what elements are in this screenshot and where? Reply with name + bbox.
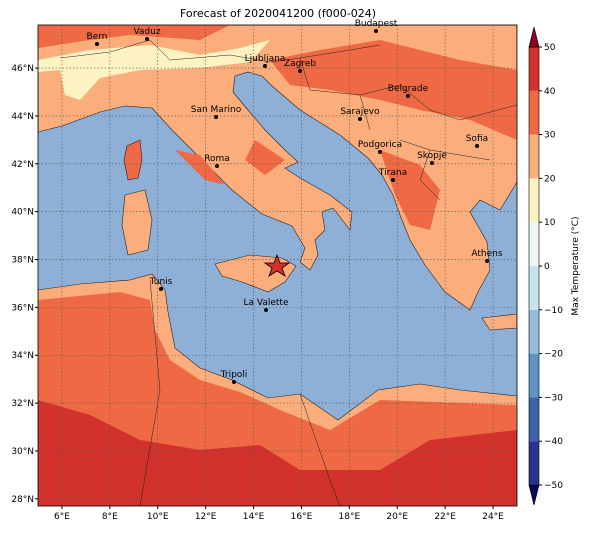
land-corsica — [123, 139, 143, 181]
city-label: Tunis — [149, 277, 173, 287]
colorbar-tick-label: −50 — [544, 481, 563, 491]
y-tick-label: 28°N — [11, 495, 34, 505]
city-dot — [263, 64, 267, 68]
city-dot — [358, 117, 362, 121]
colorbar-segment — [529, 222, 539, 266]
colorbar-tick-label: −20 — [544, 350, 563, 360]
colorbar-tick-label: 20 — [544, 174, 556, 184]
event-star — [263, 253, 291, 277]
x-tick-label: 20°E — [386, 512, 408, 522]
city-dot — [378, 150, 382, 154]
city-label: Tirana — [378, 168, 407, 178]
x-tick-label: 18°E — [339, 512, 361, 522]
colorbar-tick-label: −40 — [544, 437, 563, 447]
y-tick-label: 38°N — [11, 256, 34, 266]
gridlines — [38, 25, 517, 506]
colorbar-tick-label: 40 — [544, 87, 556, 97]
colorbar-tick-label: 0 — [544, 262, 550, 272]
city-label: Ljubljana — [245, 54, 286, 64]
x-tick-label: 10°E — [147, 512, 169, 522]
colorbar-tick-label: 10 — [544, 218, 556, 228]
colorbar-segment — [529, 441, 539, 485]
city-label: Bern — [87, 32, 108, 42]
y-tick-label: 32°N — [11, 399, 34, 409]
x-tick-label: 6°E — [54, 512, 70, 522]
city-dot — [298, 69, 302, 73]
colorbar-segment — [529, 309, 539, 354]
city-label: Vaduz — [133, 27, 160, 37]
city-label: Podgorica — [358, 140, 402, 150]
city-label: Zagreb — [284, 59, 316, 69]
title: Forecast of 2020041200 (f000-024) — [180, 7, 376, 20]
land-sardinia — [121, 189, 153, 256]
city-label: Tripoli — [220, 370, 248, 380]
y-tick-label: 44°N — [11, 112, 34, 122]
colorbar-extend-low — [528, 484, 540, 506]
city-dot — [232, 380, 236, 384]
city-dot — [145, 37, 149, 41]
city-label: Sofia — [466, 134, 488, 144]
land-africa-hottest — [38, 400, 517, 506]
city-dot — [264, 308, 268, 312]
y-tick-label: 36°N — [11, 303, 34, 313]
colorbar-tick-label: −10 — [544, 306, 563, 316]
x-tick-label: 22°E — [434, 512, 456, 522]
colorbar-segment — [529, 266, 539, 310]
colorbar-segment — [529, 353, 539, 398]
y-tick-label: 34°N — [11, 351, 34, 361]
city-dot — [214, 115, 218, 119]
city-label: Roma — [204, 154, 230, 164]
city-dot — [374, 29, 378, 33]
city-dot — [485, 259, 489, 263]
city-dot — [215, 164, 219, 168]
city-label: Belgrade — [388, 84, 429, 94]
axes: 6°E 8°E 10°E 12°E 14°E 16°E 18°E 20°E 22°E 24°E 28… — [11, 64, 504, 522]
colorbar-tick-label: 50 — [544, 43, 556, 53]
x-tick-label: 24°E — [482, 512, 504, 522]
colorbar-segment — [529, 178, 539, 223]
colorbar-segment — [529, 397, 539, 442]
x-tick-label: 14°E — [243, 512, 265, 522]
city-dot — [430, 161, 434, 165]
y-tick-label: 42°N — [11, 160, 34, 170]
city-dot — [159, 287, 163, 291]
x-tick-label: 8°E — [102, 512, 118, 522]
y-tick-label: 46°N — [11, 64, 34, 74]
city-label: Skopje — [417, 151, 447, 161]
x-tick-label: 16°E — [291, 512, 313, 522]
colorbar-segment — [529, 90, 539, 135]
colorbar-label: Max Temperature (°C) — [571, 216, 581, 315]
city-label: Athens — [471, 249, 502, 259]
land-alps — [38, 40, 270, 100]
colorbar-tick-label: 30 — [544, 131, 556, 141]
land-hot — [38, 25, 517, 230]
y-tick-label: 30°N — [11, 447, 34, 457]
y-tick-label: 40°N — [11, 208, 34, 218]
city-dot — [406, 94, 410, 98]
colorbar-extend-high — [528, 26, 540, 48]
city-dot — [391, 178, 395, 182]
colorbar-segment — [529, 47, 539, 91]
map-frame — [37, 24, 518, 507]
colorbar: −50 −40 −30 −20 −10 0 10 20 30 40 50 — [528, 26, 563, 506]
city-label: San Marino — [191, 105, 242, 115]
city-label: La Valette — [244, 298, 289, 308]
city-label: Budapest — [355, 19, 398, 29]
city-dot — [475, 144, 479, 148]
city-label: Sarajevo — [340, 107, 380, 117]
city-dot — [95, 42, 99, 46]
x-tick-label: 12°E — [195, 512, 217, 522]
colorbar-segment — [529, 134, 539, 179]
colorbar-tick-label: −30 — [544, 393, 563, 403]
land-crete — [481, 313, 517, 331]
